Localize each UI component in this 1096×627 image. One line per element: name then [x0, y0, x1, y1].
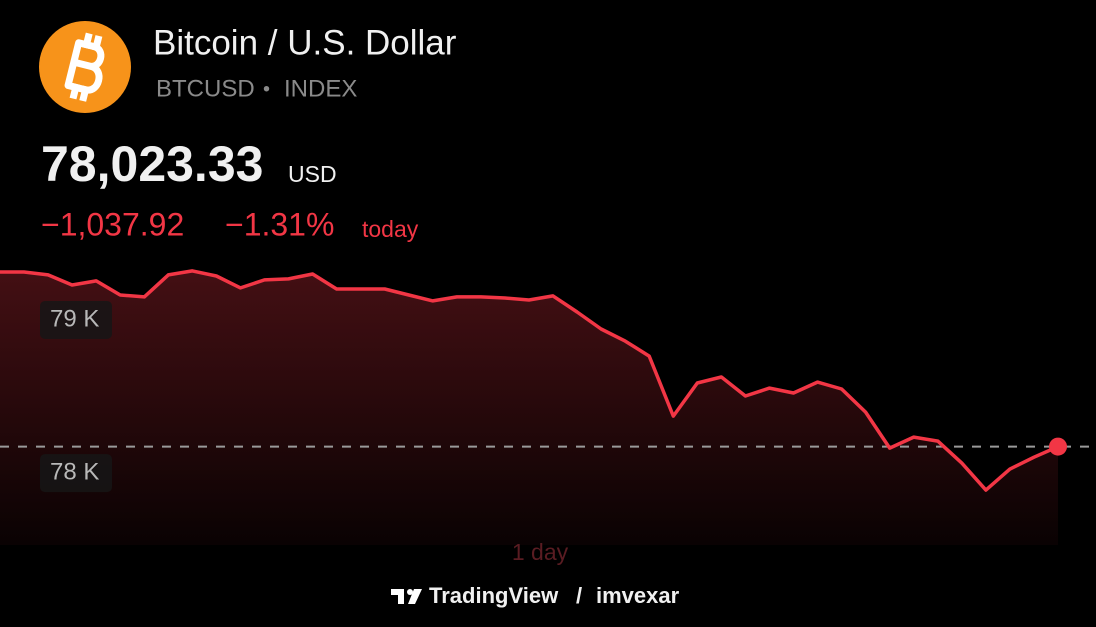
plot: 79 K 78 K [0, 269, 1096, 545]
y-tick-label-bg [40, 300, 112, 339]
separator: • [263, 78, 270, 100]
tradingview-logo [391, 589, 422, 604]
area [0, 270, 1058, 545]
currency: USD [288, 161, 337, 187]
brand: TradingView [429, 583, 559, 608]
symbol: BTCUSD [156, 75, 255, 102]
change: −1,037.92 [41, 206, 184, 242]
exchange: INDEX [284, 75, 357, 102]
last-point [1049, 437, 1067, 456]
y-tick-label: 79 K [50, 305, 99, 332]
y-tick-label: 78 K [50, 458, 99, 485]
price: 78,023.33 [41, 136, 263, 192]
footer-separator: / [576, 583, 582, 608]
bitcoin-logo [39, 21, 131, 113]
y-tick-label-bg [40, 454, 112, 493]
change-percent: −1.31% [225, 206, 334, 242]
user: imvexar [596, 583, 680, 608]
period: today [362, 216, 419, 242]
title: Bitcoin / U.S. Dollar [153, 23, 457, 62]
price-line [0, 269, 1060, 492]
range-label: 1 day [512, 539, 569, 565]
